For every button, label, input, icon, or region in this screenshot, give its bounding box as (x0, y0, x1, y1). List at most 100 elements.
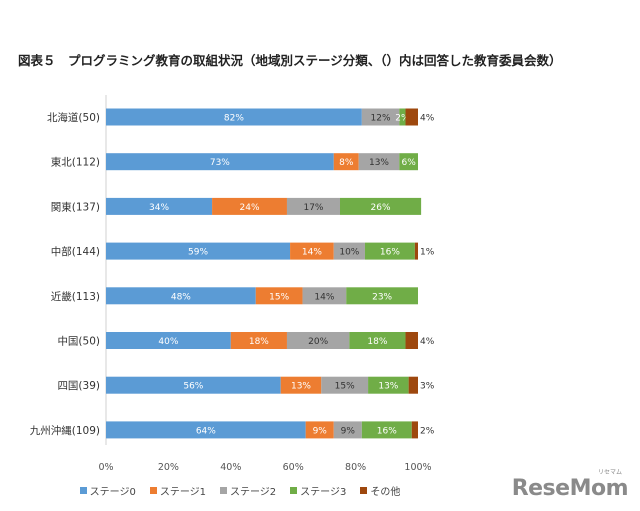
data-label: 10% (339, 248, 359, 258)
legend-label: ステージ3 (300, 487, 347, 498)
data-label: 20% (308, 337, 328, 347)
x-tick-label: 40% (220, 462, 241, 473)
data-label: 1% (420, 248, 435, 258)
legend-item: ステージ0 (79, 483, 136, 498)
category-label: 中部(144) (51, 245, 100, 258)
resemom-logo: ReseMom リセマム (511, 469, 629, 501)
bar-segment (106, 108, 362, 126)
bar-segment (361, 108, 400, 126)
legend-label: ステージ2 (230, 487, 277, 498)
legend-swatch (79, 487, 87, 494)
legend-label: ステージ0 (89, 487, 136, 498)
bar-segment (280, 376, 322, 394)
bar-segment (364, 242, 415, 260)
category-label: 関東(137) (51, 200, 100, 213)
bar-segment (290, 242, 334, 260)
data-label: 48% (171, 292, 191, 302)
bar-segment (106, 197, 213, 215)
category-label: 四国(39) (57, 380, 100, 392)
bar-segment (405, 332, 418, 349)
data-label: 15% (269, 292, 289, 302)
bar-segment (333, 242, 365, 260)
data-label: 2% (420, 426, 435, 436)
legend-label: ステージ1 (159, 487, 206, 498)
bar-segment (106, 332, 231, 349)
bar-segment (286, 332, 350, 349)
data-label: 8% (339, 158, 354, 168)
bar-segment (333, 421, 362, 439)
bar-segment (230, 332, 287, 349)
data-label: 13% (369, 158, 389, 168)
data-label: 4% (420, 114, 435, 124)
bar-segment (399, 153, 418, 171)
bar-segment (302, 287, 347, 305)
data-label: 17% (303, 203, 323, 213)
bar-segment (106, 421, 306, 439)
data-label: 3% (420, 382, 435, 392)
bar-segment (106, 242, 291, 260)
bar-segment (340, 197, 422, 215)
legend-item: その他 (360, 483, 400, 498)
data-label: 56% (183, 382, 203, 392)
legend-label: その他 (370, 487, 401, 498)
legend-item: ステージ1 (149, 483, 206, 498)
data-label: 2% (395, 114, 410, 124)
category-label: 近畿(113) (51, 290, 100, 303)
x-tick-label: 0% (98, 462, 113, 473)
data-label: 40% (158, 337, 178, 347)
watermark-text: ReseMom (511, 476, 629, 501)
x-tick-label: 60% (283, 462, 304, 473)
data-label: 12% (371, 114, 391, 124)
bar-segment (255, 287, 303, 305)
category-label: 東北(112) (51, 156, 100, 169)
data-label: 73% (210, 158, 230, 168)
category-label: 北海道(50) (47, 111, 100, 124)
data-label: 9% (341, 426, 356, 436)
legend-swatch (149, 487, 157, 494)
category-label: 中国(50) (57, 335, 100, 348)
bar-segment (368, 376, 409, 394)
bar-segment (212, 197, 287, 215)
bar-segment (349, 332, 406, 349)
data-label: 18% (367, 337, 387, 347)
legend-swatch (360, 487, 368, 494)
bar-segment (346, 287, 418, 305)
data-label: 64% (196, 426, 216, 436)
data-label: 13% (291, 382, 311, 392)
data-label: 16% (380, 248, 400, 258)
data-label: 9% (313, 426, 328, 436)
x-tick-label: 20% (158, 462, 179, 473)
bar-segment (414, 242, 418, 260)
bar-segment (358, 153, 400, 171)
category-label: 九州沖縄(109) (30, 424, 100, 437)
bar-segment (286, 197, 340, 215)
chart-title: 図表５ プログラミング教育の取組状況（地域別ステージ分類、（）内は回答した教育委… (18, 53, 562, 68)
data-label: 14% (302, 248, 322, 258)
data-label: 15% (335, 382, 355, 392)
bar-segment (411, 421, 418, 439)
x-tick-label: 100% (404, 462, 431, 473)
data-label: 16% (377, 426, 397, 436)
bar-segment (106, 287, 256, 305)
data-label: 59% (188, 248, 208, 258)
legend: ステージ0 ステージ1 ステージ2 ステージ3 その他 (0, 483, 480, 498)
data-label: 23% (372, 292, 392, 302)
data-label: 13% (378, 382, 398, 392)
x-tick-label: 80% (345, 462, 366, 473)
data-label: 14% (314, 292, 334, 302)
data-label: 82% (224, 114, 244, 124)
data-label: 18% (249, 337, 269, 347)
data-label: 24% (240, 203, 260, 213)
legend-swatch (290, 487, 298, 494)
data-label: 26% (371, 203, 391, 213)
legend-item: ステージ3 (290, 483, 346, 498)
data-label: 6% (401, 158, 416, 168)
legend-swatch (220, 487, 227, 494)
data-label: 4% (420, 337, 435, 347)
bar-segment (106, 153, 334, 171)
bar-segment (333, 153, 359, 171)
bar-segment (361, 421, 412, 439)
legend-item: ステージ2 (220, 483, 276, 498)
watermark-subtext: リセマム (597, 469, 622, 476)
